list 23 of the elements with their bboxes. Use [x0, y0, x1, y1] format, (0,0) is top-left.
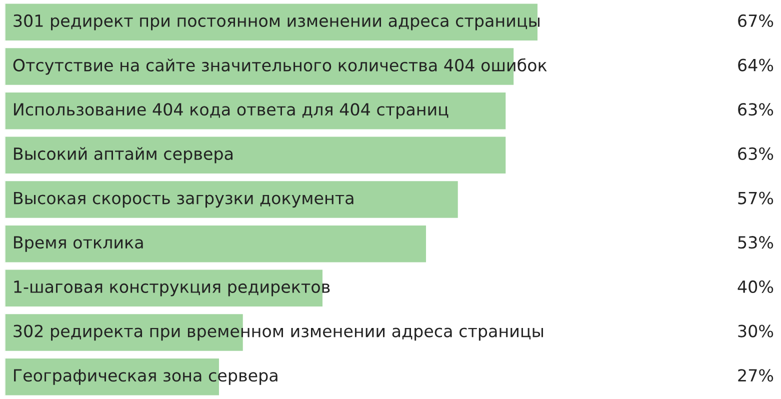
y-tick-label: Географическая зона сервера [14, 369, 278, 385]
bar [4, 180, 460, 220]
y-tick-label: Высокий аптайм сервера [14, 147, 232, 164]
y-tick-label: Использование 404 кода ответа для 404 страниц [14, 103, 448, 119]
y-tick-label: 1-шаговая конструкция редиректов [14, 280, 330, 296]
data-label: 63% [738, 103, 774, 116]
data-label: 27% [738, 369, 774, 382]
y-tick-label: Высокая скорость загрузки документа [14, 192, 354, 208]
data-label: 67% [738, 14, 774, 28]
data-label: 30% [738, 324, 774, 338]
data-label: 53% [738, 236, 774, 249]
bar [4, 224, 428, 264]
bar [4, 135, 508, 175]
y-tick-label: Время отклика [14, 236, 143, 252]
data-label: 40% [738, 280, 774, 294]
bar [4, 2, 539, 42]
y-tick-label: Отсутствие на сайте значительного количества 404 ошибок [13, 58, 547, 75]
data-label: 63% [738, 147, 774, 160]
bar [4, 91, 508, 131]
data-label: 64% [738, 58, 774, 72]
data-label: 57% [738, 192, 774, 204]
y-tick-label: 301 редирект при постоянном изменении адреса страницы [14, 14, 540, 30]
y-tick-label: 302 редиректа при временном изменении адреса страницы [14, 324, 543, 341]
